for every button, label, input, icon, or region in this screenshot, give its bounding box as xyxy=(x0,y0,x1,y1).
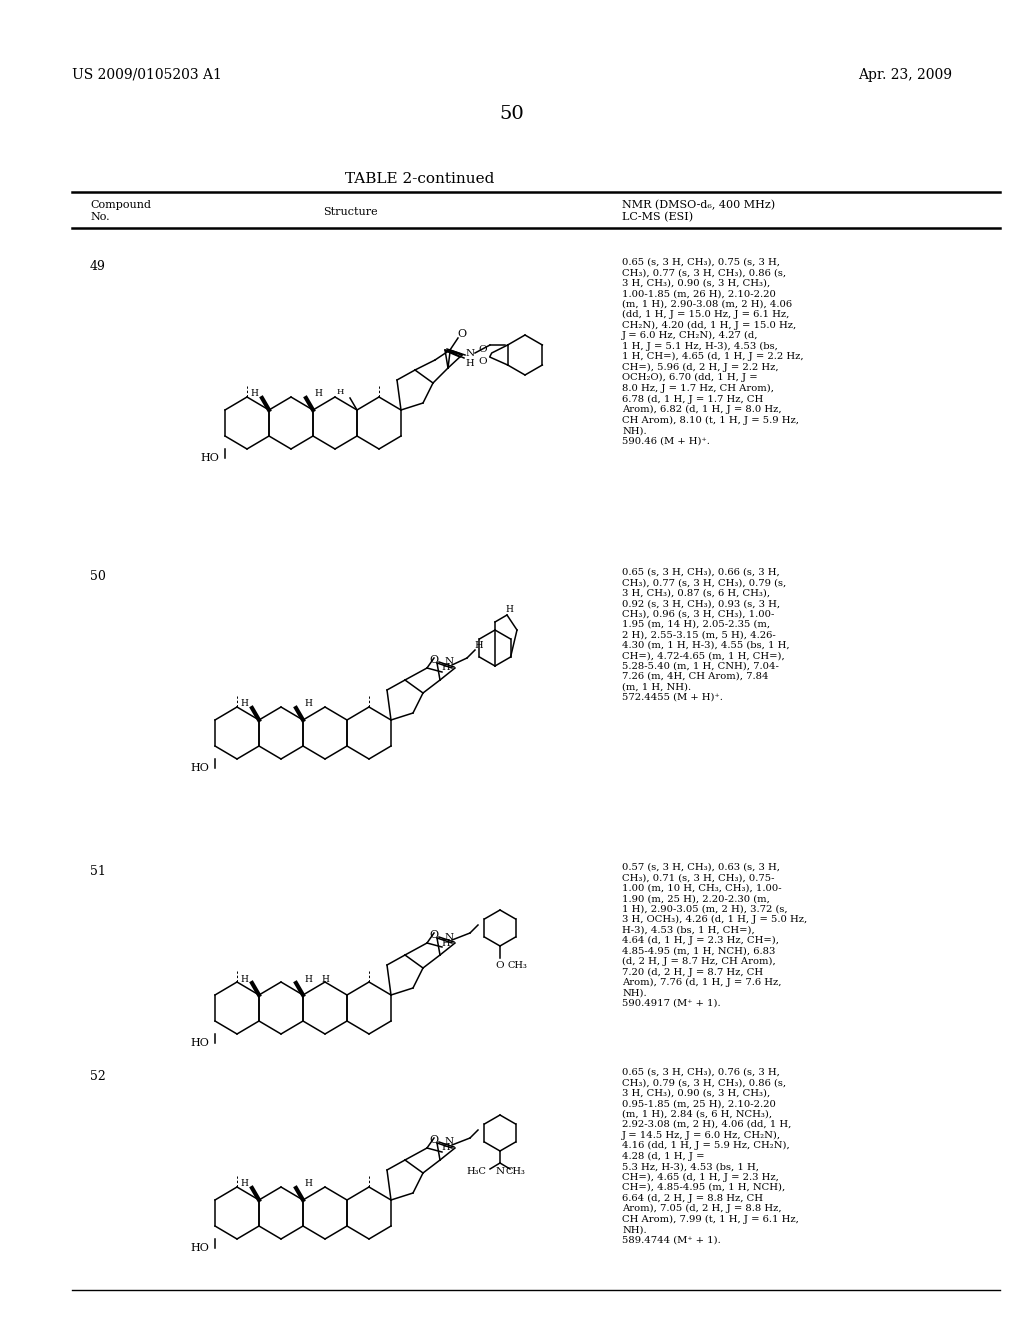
Text: H: H xyxy=(240,1180,248,1188)
Text: 0.65 (s, 3 H, CH₃), 0.66 (s, 3 H,
CH₃), 0.77 (s, 3 H, CH₃), 0.79 (s,
3 H, CH₃), : 0.65 (s, 3 H, CH₃), 0.66 (s, 3 H, CH₃), … xyxy=(622,568,790,702)
Text: HO: HO xyxy=(190,763,210,774)
Text: N: N xyxy=(444,932,454,941)
Text: HO: HO xyxy=(190,1038,210,1048)
Text: H: H xyxy=(240,700,248,709)
Text: H: H xyxy=(304,974,312,983)
Text: O: O xyxy=(429,931,438,940)
Text: H: H xyxy=(441,664,451,672)
Text: O: O xyxy=(429,655,438,665)
Text: HO: HO xyxy=(201,453,219,463)
Text: H: H xyxy=(475,642,483,651)
Text: N: N xyxy=(496,1167,505,1176)
Text: O: O xyxy=(496,961,504,970)
Text: LC-MS (ESI): LC-MS (ESI) xyxy=(622,213,693,222)
Text: TABLE 2-continued: TABLE 2-continued xyxy=(345,172,495,186)
Text: O: O xyxy=(478,356,487,366)
Text: Apr. 23, 2009: Apr. 23, 2009 xyxy=(858,69,952,82)
Text: 50: 50 xyxy=(500,106,524,123)
Text: 50: 50 xyxy=(90,570,105,583)
Text: H: H xyxy=(505,606,513,615)
Text: H: H xyxy=(304,1180,312,1188)
Text: H: H xyxy=(441,939,451,948)
Text: CH₃: CH₃ xyxy=(508,961,528,970)
Text: 49: 49 xyxy=(90,260,105,273)
Text: H₃C: H₃C xyxy=(466,1167,486,1176)
Text: O: O xyxy=(429,1135,438,1144)
Text: N: N xyxy=(444,657,454,667)
Text: US 2009/0105203 A1: US 2009/0105203 A1 xyxy=(72,69,222,82)
Text: Compound: Compound xyxy=(90,201,151,210)
Text: N: N xyxy=(444,1138,454,1147)
Text: H: H xyxy=(314,389,322,399)
Text: 52: 52 xyxy=(90,1071,105,1082)
Text: H: H xyxy=(336,388,344,396)
Text: 0.65 (s, 3 H, CH₃), 0.75 (s, 3 H,
CH₃), 0.77 (s, 3 H, CH₃), 0.86 (s,
3 H, CH₃), : 0.65 (s, 3 H, CH₃), 0.75 (s, 3 H, CH₃), … xyxy=(622,257,804,445)
Text: Structure: Structure xyxy=(323,207,377,216)
Text: CH₃: CH₃ xyxy=(506,1167,526,1176)
Text: No.: No. xyxy=(90,213,110,222)
Text: NMR (DMSO-d₆, 400 MHz): NMR (DMSO-d₆, 400 MHz) xyxy=(622,201,775,210)
Text: H: H xyxy=(304,700,312,709)
Text: H: H xyxy=(322,974,329,983)
Text: H: H xyxy=(250,389,258,399)
Text: 0.57 (s, 3 H, CH₃), 0.63 (s, 3 H,
CH₃), 0.71 (s, 3 H, CH₃), 0.75-
1.00 (m, 10 H,: 0.57 (s, 3 H, CH₃), 0.63 (s, 3 H, CH₃), … xyxy=(622,863,807,1008)
Text: H: H xyxy=(240,974,248,983)
Text: H: H xyxy=(466,359,474,367)
Text: H: H xyxy=(441,1143,451,1152)
Text: N: N xyxy=(466,348,474,358)
Text: 51: 51 xyxy=(90,865,105,878)
Text: O: O xyxy=(458,329,467,339)
Text: 0.65 (s, 3 H, CH₃), 0.76 (s, 3 H,
CH₃), 0.79 (s, 3 H, CH₃), 0.86 (s,
3 H, CH₃), : 0.65 (s, 3 H, CH₃), 0.76 (s, 3 H, CH₃), … xyxy=(622,1068,799,1245)
Text: O: O xyxy=(478,345,487,354)
Text: HO: HO xyxy=(190,1243,210,1253)
